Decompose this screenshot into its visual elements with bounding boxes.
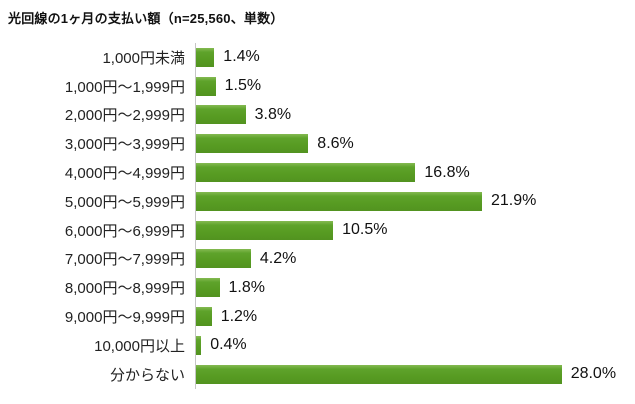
- category-label: 7,000円～7,999円: [64, 251, 185, 269]
- bar-area: 21.9%: [195, 186, 635, 216]
- chart-rows: 1,000円未満 1.4% 1,000円～1,999円 1.5% 2,000円～2,99…: [0, 43, 635, 389]
- chart-row: 2,000円～2,999円 3.8%: [0, 100, 635, 130]
- chart-row: 分からない 28.0%: [0, 359, 635, 389]
- bar: [196, 307, 212, 327]
- value-label: 1.5%: [224, 77, 262, 95]
- value-label: 1.2%: [220, 307, 258, 325]
- value-label: 16.8%: [424, 163, 470, 181]
- value-label: 1.4%: [223, 48, 260, 66]
- bar-area: 16.8%: [195, 158, 635, 187]
- category-label: 5,000円～5,999円: [64, 193, 185, 211]
- category-label: 2,000円～2,999円: [64, 107, 185, 125]
- bar-area: 1.2%: [195, 302, 635, 331]
- value-label: 4.2%: [259, 249, 297, 267]
- bar-area: 8.6%: [195, 129, 635, 159]
- value-label: 8.6%: [317, 134, 354, 152]
- bar-area: 3.8%: [195, 100, 635, 130]
- bar-area: 28.0%: [195, 359, 635, 389]
- value-label: 21.9%: [491, 192, 537, 210]
- bar: [196, 278, 220, 298]
- chart-row: 7,000円～7,999円 4.2%: [0, 244, 635, 274]
- category-label: 分からない: [109, 366, 185, 384]
- category-label: 10,000円以上: [94, 337, 185, 355]
- value-label: 28.0%: [570, 365, 617, 383]
- bar-area: 1.4%: [195, 43, 635, 72]
- chart-row: 4,000円～4,999円 16.8%: [0, 158, 635, 187]
- chart-row: 3,000円～3,999円 8.6%: [0, 129, 635, 159]
- chart-row: 1,000円未満 1.4%: [0, 43, 635, 72]
- bar-area: 10.5%: [195, 215, 635, 245]
- chart-row: 8,000円～8,999円 1.8%: [0, 273, 635, 303]
- bar: [196, 163, 416, 183]
- bar: [196, 335, 202, 355]
- value-label: 3.8%: [254, 105, 292, 123]
- bar: [196, 220, 334, 240]
- value-label: 0.4%: [210, 336, 247, 354]
- bar: [196, 76, 216, 96]
- bar: [196, 364, 562, 384]
- category-label: 1,000円未満: [102, 49, 185, 67]
- chart-title: 光回線の1ヶ月の支払い額（n=25,560、単数）: [8, 11, 284, 26]
- bar-area: 1.5%: [195, 71, 635, 101]
- bar-area: 0.4%: [195, 330, 635, 360]
- bar: [196, 47, 215, 67]
- category-label: 6,000円～6,999円: [64, 222, 185, 240]
- category-label: 3,000円～3,999円: [64, 136, 185, 154]
- bar: [196, 249, 251, 269]
- category-label: 1,000円～1,999円: [64, 78, 185, 96]
- chart-row: 6,000円～6,999円 10.5%: [0, 215, 635, 245]
- chart-row: 5,000円～5,999円 21.9%: [0, 186, 635, 216]
- chart-row: 9,000円～9,999円 1.2%: [0, 302, 635, 331]
- chart-row: 1,000円～1,999円 1.5%: [0, 71, 635, 101]
- bar: [196, 134, 309, 154]
- bar: [196, 191, 482, 211]
- category-label: 8,000円～8,999円: [64, 280, 185, 298]
- chart-row: 10,000円以上 0.4%: [0, 330, 635, 360]
- bar-area: 1.8%: [195, 273, 635, 303]
- value-label: 10.5%: [342, 221, 388, 239]
- bar: [196, 105, 246, 125]
- bar-area: 4.2%: [195, 244, 635, 274]
- category-label: 4,000円～4,999円: [64, 165, 185, 183]
- value-label: 1.8%: [228, 278, 265, 296]
- category-label: 9,000円～9,999円: [64, 309, 185, 327]
